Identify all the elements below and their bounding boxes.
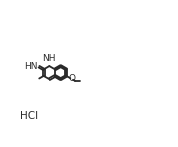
Text: HN: HN bbox=[24, 62, 38, 71]
Text: O: O bbox=[69, 74, 76, 83]
Text: NH: NH bbox=[42, 54, 55, 63]
Text: HCl: HCl bbox=[20, 111, 38, 121]
